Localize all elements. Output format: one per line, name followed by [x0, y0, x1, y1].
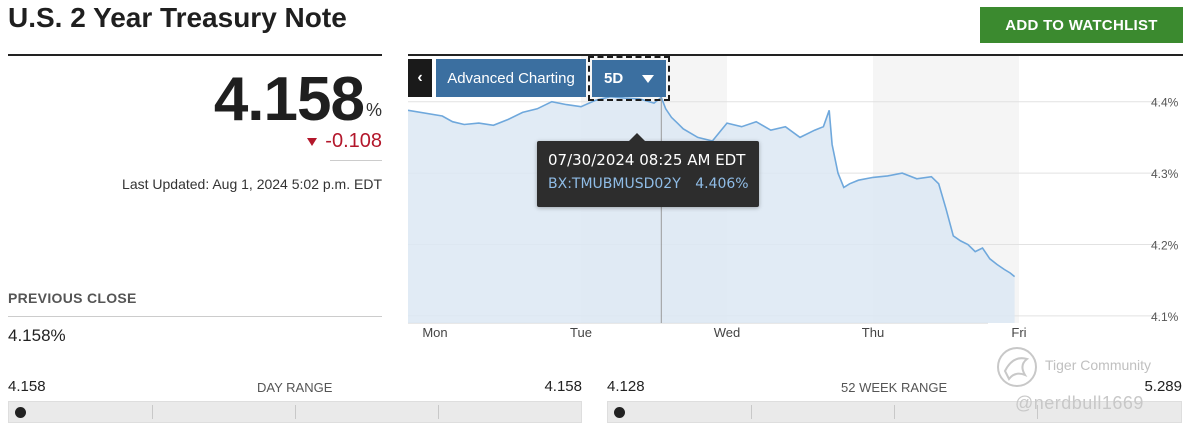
header-divider	[8, 54, 382, 56]
tooltip-row: BX:TMUBMUSD02Y 4.406%	[548, 176, 749, 192]
y-tick-label: 4.3%	[1151, 167, 1179, 181]
caret-down-icon	[642, 74, 654, 83]
advanced-charting-button[interactable]: Advanced Charting	[436, 59, 586, 97]
period-label: 5D	[604, 70, 624, 87]
watermark-text: Tiger Community	[1045, 357, 1152, 373]
range-tick	[894, 405, 895, 419]
tooltip-symbol: BX:TMUBMUSD02Y	[548, 176, 681, 192]
day-range-label: DAY RANGE	[257, 380, 333, 395]
range-tick	[1037, 405, 1038, 419]
down-arrow-icon	[307, 137, 318, 146]
week52-range-bar	[607, 401, 1182, 423]
day-range-high: 4.158	[544, 378, 582, 395]
watermark-handle: @nerdbull1669	[1015, 393, 1144, 413]
add-to-watchlist-button[interactable]: ADD TO WATCHLIST	[980, 7, 1183, 43]
price-unit: %	[365, 100, 382, 120]
week52-range-marker	[614, 407, 625, 418]
y-tick-label: 4.1%	[1151, 310, 1179, 324]
day-range-bar	[8, 401, 582, 423]
x-tick-label: Tue	[570, 325, 592, 340]
previous-close-value: 4.158%	[8, 326, 66, 345]
series-line	[407, 95, 1016, 278]
previous-close-label: PREVIOUS CLOSE	[8, 290, 137, 306]
tiger-logo-icon	[997, 347, 1037, 387]
tooltip-value: 4.406%	[695, 176, 749, 192]
price-change: -0.108	[307, 130, 382, 153]
chevron-left-icon: ‹	[417, 69, 423, 86]
watermark: Tiger Community @nerdbull1669	[995, 345, 1185, 425]
day-range-low: 4.158	[8, 378, 46, 395]
period-selector[interactable]: 5D	[588, 56, 670, 101]
chart-back-button[interactable]: ‹	[408, 59, 432, 97]
last-updated: Last Updated: Aug 1, 2024 5:02 p.m. EDT	[122, 176, 382, 192]
y-tick-label: 4.2%	[1151, 238, 1179, 252]
range-tick	[751, 405, 752, 419]
x-tick-label: Thu	[862, 325, 884, 340]
week52-range-low: 4.128	[607, 378, 645, 395]
x-tick-label: Fri	[1011, 325, 1026, 340]
day-range-marker	[15, 407, 26, 418]
current-price: 4.158	[213, 65, 365, 134]
previous-close-divider	[8, 316, 382, 317]
change-value: -0.108	[325, 130, 382, 152]
x-tick-label: Wed	[714, 325, 741, 340]
x-tick-label: Mon	[422, 325, 447, 340]
range-tick	[152, 405, 153, 419]
range-tick	[438, 405, 439, 419]
chart-svg[interactable]: 4.4% 4.3% 4.2% 4.1% Mon Tue Wed Thu Fri	[407, 56, 1188, 346]
price-chart[interactable]: 4.4% 4.3% 4.2% 4.1% Mon Tue Wed Thu Fri	[407, 56, 1188, 346]
tooltip-datetime: 07/30/2024 08:25 AM EDT	[548, 151, 746, 169]
change-underline	[330, 160, 382, 161]
week52-range-label: 52 WEEK RANGE	[841, 380, 948, 395]
range-tick	[295, 405, 296, 419]
chart-divider	[408, 54, 1183, 56]
week52-range-high: 5.289	[1144, 378, 1182, 395]
chart-tooltip: 07/30/2024 08:25 AM EDT BX:TMUBMUSD02Y 4…	[537, 133, 759, 207]
page-title: U.S. 2 Year Treasury Note	[8, 2, 347, 33]
price-block: 4.158 %	[214, 64, 382, 136]
y-tick-label: 4.4%	[1151, 96, 1179, 110]
